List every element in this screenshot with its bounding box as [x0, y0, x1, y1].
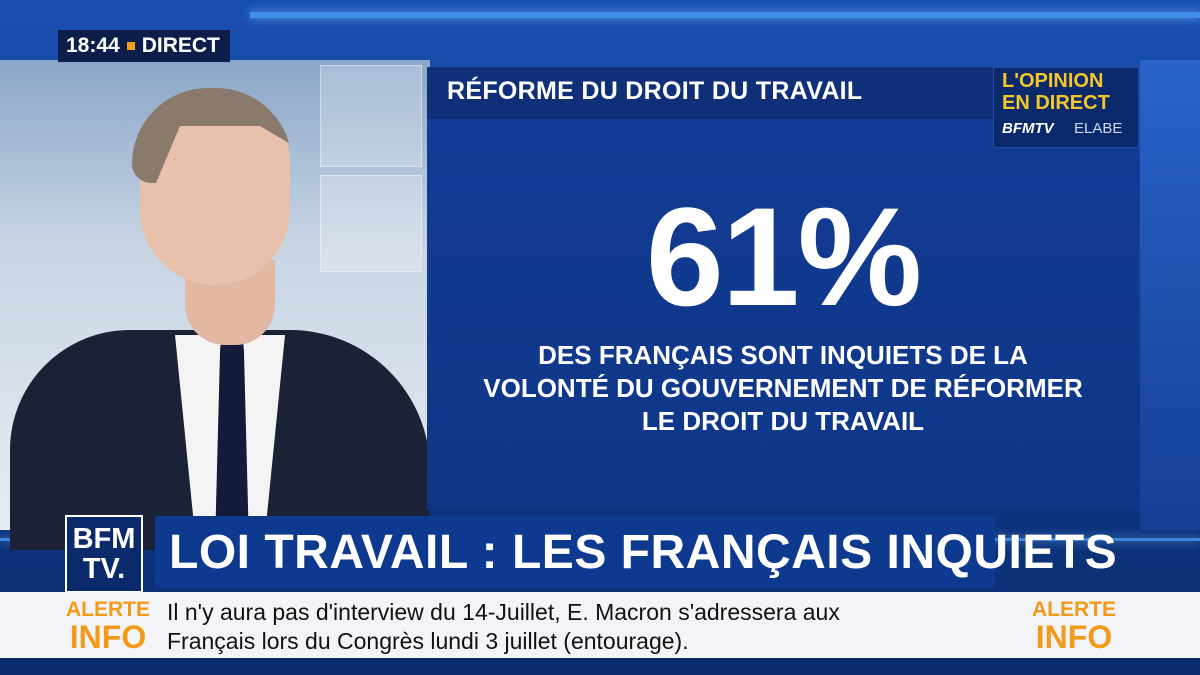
- alert-word1: ALERTE: [66, 598, 150, 621]
- ticker-text-line2: Français lors du Congrès lundi 3 juillet…: [167, 628, 689, 654]
- live-label: DIRECT: [141, 34, 220, 57]
- alert-word2: INFO: [1035, 619, 1113, 655]
- opinion-en-direct-logo: L'OPINION EN DIRECT BFMTV ELABE: [993, 67, 1139, 148]
- alert-word1: ALERTE: [1032, 598, 1116, 621]
- light-stripe: [250, 12, 1200, 18]
- clock-time: 18:44: [66, 34, 120, 57]
- presenter: [0, 80, 430, 550]
- headline-text: LOI TRAVAIL : LES FRANÇAIS INQUIETS: [169, 525, 1118, 579]
- opinion-line2: EN DIRECT: [1002, 92, 1110, 114]
- poll-description-line2: VOLONTÉ DU GOUVERNEMENT DE RÉFORMER: [483, 373, 1083, 403]
- poll-description-line1: DES FRANÇAIS SONT INQUIETS DE LA: [538, 340, 1028, 370]
- live-clock-tag: 18:44 DIRECT: [58, 30, 230, 62]
- bottom-strip: [0, 658, 1200, 675]
- presenter-tie: [215, 315, 249, 545]
- opinion-brand: BFMTV: [1002, 120, 1054, 137]
- logo-line2: TV.: [82, 553, 126, 585]
- poll-percentage: 61%: [645, 178, 922, 335]
- opinion-partner: ELABE: [1074, 120, 1123, 137]
- poll-panel: RÉFORME DU DROIT DU TRAVAIL L'OPINION EN…: [427, 67, 1139, 510]
- bfmtv-logo: BFM TV.: [65, 515, 143, 593]
- alerte-info-badge-right: ALERTE INFO: [1024, 598, 1124, 653]
- poll-description-line3: LE DROIT DU TRAVAIL: [641, 406, 925, 436]
- ticker-text-line1: Il n'y aura pas d'interview du 14-Juille…: [167, 599, 840, 625]
- studio-monitor: [320, 65, 422, 167]
- studio-monitor: [320, 175, 422, 272]
- alerte-info-badge-left: ALERTE INFO: [58, 598, 158, 653]
- opinion-line1: L'OPINION: [1002, 70, 1104, 92]
- ticker-text: Il n'y aura pas d'interview du 14-Juille…: [167, 598, 1017, 656]
- poll-description: DES FRANÇAIS SONT INQUIETS DE LA VOLONTÉ…: [427, 339, 1139, 438]
- live-dot-icon: [126, 42, 135, 50]
- alert-word2: INFO: [69, 619, 147, 655]
- poll-title: RÉFORME DU DROIT DU TRAVAIL: [447, 77, 863, 105]
- studio-bar: [1140, 60, 1200, 530]
- headline-banner: LOI TRAVAIL : LES FRANÇAIS INQUIETS: [155, 516, 1117, 588]
- news-ticker: ALERTE INFO Il n'y aura pas d'interview …: [0, 592, 1200, 658]
- logo-line1: BFM: [72, 523, 136, 555]
